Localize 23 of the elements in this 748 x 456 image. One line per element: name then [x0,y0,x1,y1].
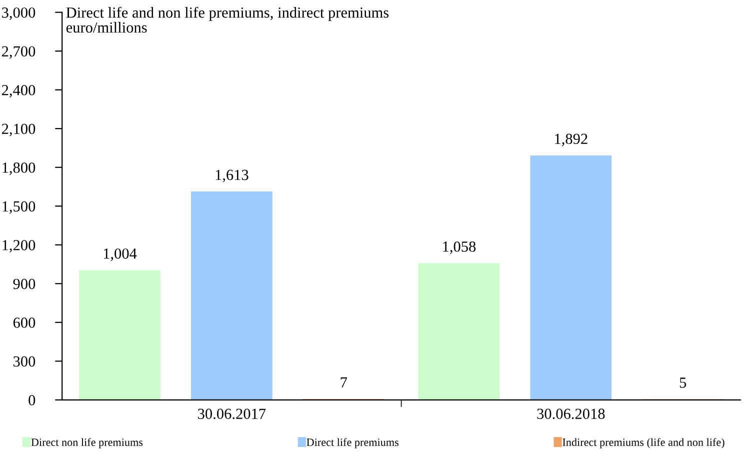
data-label: 7 [340,377,348,388]
data-label: 1,004 [104,248,137,261]
y-tick-label: 1,200 [2,240,36,253]
y-tick-label: 0 [28,395,36,406]
legend-label: Direct life premiums [306,438,398,448]
y-tick-label: 2,400 [2,84,36,98]
data-label: 5 [680,378,686,388]
y-tick-label: 2,700 [2,46,36,59]
y-tick-label: 1,800 [2,162,36,175]
data-label: 1,892 [555,134,588,146]
x-tick-label: 30.06.2018 [537,408,605,420]
y-tick-label: 3,000 [2,7,36,20]
y-tick-label: 600 [13,318,36,328]
legend-label: Direct non life premiums [31,438,143,448]
y-tick-label: 900 [13,278,36,290]
y-tick-label: 300 [14,356,36,367]
data-label: 1,058 [443,241,476,254]
chart-title: Direct life and non life premiums, indirect premiums euro/millions [66,6,389,33]
y-tick-label: 2,100 [2,124,36,136]
x-tick-label: 30.06.2017 [198,408,266,420]
data-label: 1,613 [216,170,248,182]
y-tick-label: 1,500 [2,201,36,214]
legend-label: Indirect premiums (life and non life) [562,438,724,448]
